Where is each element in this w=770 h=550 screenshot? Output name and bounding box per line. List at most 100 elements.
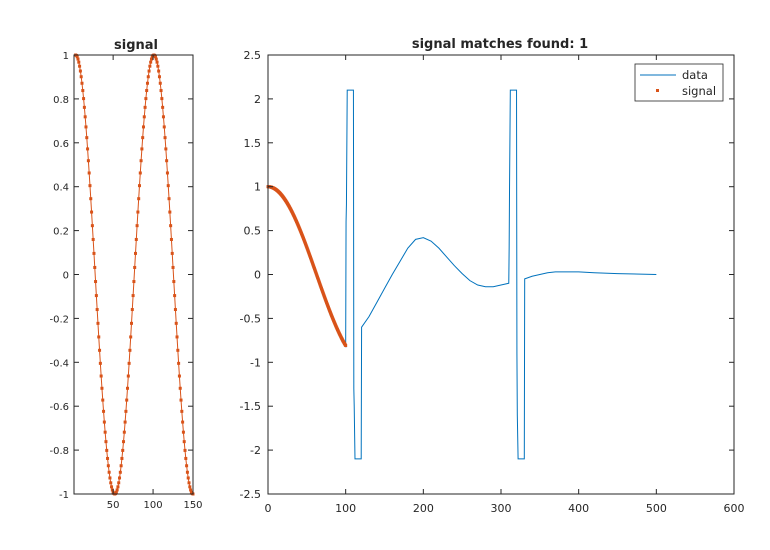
signal-point [186, 476, 190, 480]
signal-point [173, 308, 177, 312]
signal-point [126, 386, 130, 390]
y-tick-label: -1 [59, 490, 69, 501]
y-tick-label: -2 [250, 444, 261, 457]
signal-point [86, 147, 90, 151]
signal-point [129, 335, 133, 339]
signal-point [160, 97, 164, 101]
signal-point [134, 251, 137, 255]
signal-point [100, 386, 104, 390]
signal-point [187, 481, 191, 485]
x-tick-label: 0 [265, 502, 272, 515]
signal-point [161, 105, 165, 109]
signal-point [96, 321, 100, 325]
signal-point [185, 470, 189, 474]
signal-point [137, 184, 141, 188]
signal-point [123, 420, 127, 424]
x-tick-label: 150 [183, 500, 202, 511]
signal-point [124, 409, 128, 413]
y-tick-label: 0.4 [53, 183, 69, 194]
signal-point [138, 171, 142, 175]
signal-point [165, 171, 169, 175]
y-tick-label: 0.2 [53, 227, 69, 238]
y-tick-label: 1 [63, 51, 69, 62]
signal-point [101, 398, 105, 402]
y-tick-label: -1.5 [240, 400, 261, 413]
signal-point [115, 488, 119, 492]
signal-point [90, 210, 94, 214]
signal-point [108, 476, 112, 480]
signal-point [177, 374, 181, 378]
signal-point [116, 485, 120, 489]
y-tick-label: 0 [63, 271, 69, 282]
signal-point [121, 448, 125, 452]
signal-point [104, 440, 108, 444]
x-tick-label: 100 [335, 502, 356, 515]
signal-point [154, 57, 158, 61]
signal-point [167, 197, 171, 201]
signal-point [119, 464, 123, 468]
signal-point [177, 361, 181, 365]
signal-point [165, 159, 169, 163]
y-tick-label: 2.5 [244, 49, 262, 62]
y-tick-label: 2 [254, 93, 261, 106]
signal-point [146, 75, 150, 79]
signal-point [85, 136, 89, 140]
signal-point [107, 470, 111, 474]
signal-axes-title: signal [114, 38, 158, 53]
signal-point [137, 197, 141, 201]
signal-point [136, 210, 140, 214]
signal-point [156, 64, 160, 68]
signal-point [99, 374, 103, 378]
signal-point [180, 409, 184, 413]
signal-point [147, 69, 151, 73]
signal-point [141, 125, 145, 129]
signal-point [131, 294, 135, 298]
signal-point [181, 430, 185, 434]
y-tick-label: -2.5 [240, 488, 261, 501]
signal-point [106, 456, 110, 460]
signal-point [130, 321, 133, 325]
signal-point [110, 488, 114, 492]
signal-point [168, 210, 172, 214]
y-tick-label: -0.8 [49, 446, 69, 457]
signal-point [135, 224, 139, 228]
signal-point [94, 280, 98, 284]
signal-point [169, 237, 173, 241]
matches-axes-ticks: 0 100 200 300 400 500 600 -2.5 -2 -1.5 -1 -0.5 0 0.5 1… [240, 49, 745, 515]
signal-point [94, 294, 98, 298]
signal-point [143, 105, 147, 109]
y-tick-label: 1.5 [244, 137, 262, 150]
signal-point [118, 476, 122, 480]
signal-point [127, 361, 131, 365]
signal-point [84, 125, 88, 129]
signal-point [78, 69, 82, 73]
signal-point [161, 115, 165, 119]
signal-point [117, 481, 121, 485]
signal-point [163, 136, 167, 140]
y-tick-label: -0.4 [49, 358, 69, 369]
signal-point [149, 60, 153, 64]
signal-point [170, 251, 174, 255]
signal-axes: signal 50 100 150 -1 -0.8 -0.6 -0.4 -0.2 0 0.2 0.4… [49, 38, 202, 511]
signal-point [164, 147, 168, 151]
legend-box [634, 63, 724, 102]
matches-axes-title: signal matches found: 1 [412, 37, 588, 52]
signal-point [145, 89, 149, 93]
signal-point [87, 171, 91, 175]
signal-point [98, 348, 102, 352]
signal-point [133, 265, 137, 269]
signal-point [182, 440, 186, 444]
signal-point [153, 55, 157, 59]
signal-point [106, 464, 110, 468]
x-tick-label: 300 [491, 502, 512, 515]
signal-point [102, 420, 106, 424]
signal-point [179, 398, 183, 402]
signal-point [149, 57, 153, 61]
signal-point [134, 237, 138, 241]
signal-point [78, 64, 82, 68]
signal-point [77, 60, 81, 64]
signal-point [88, 184, 92, 188]
signal-series-line [75, 54, 194, 495]
y-tick-label: -0.2 [49, 314, 69, 325]
